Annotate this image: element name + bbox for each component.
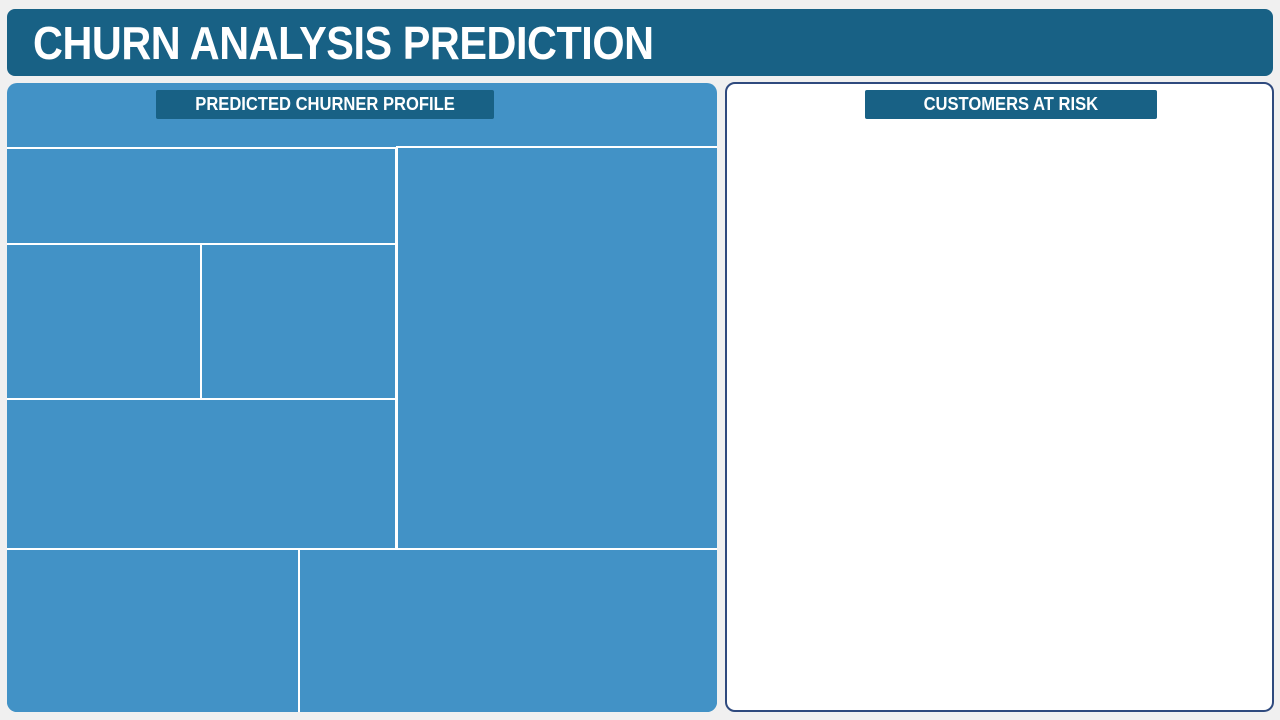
profile-tile-top-left[interactable]	[7, 147, 397, 247]
customers-at-risk-panel: CUSTOMERS AT RISK	[725, 82, 1274, 712]
predicted-churner-profile-panel: PREDICTED CHURNER PROFILE	[7, 83, 717, 712]
profile-tile-middle-center[interactable]	[200, 243, 397, 401]
predicted-churner-profile-label: PREDICTED CHURNER PROFILE	[156, 90, 494, 119]
customers-at-risk-label-text: CUSTOMERS AT RISK	[923, 94, 1099, 114]
customers-at-risk-label: CUSTOMERS AT RISK	[865, 90, 1157, 119]
profile-tile-right-large[interactable]	[396, 146, 717, 551]
profile-tile-bottom-right[interactable]	[298, 548, 717, 712]
profile-tile-bottom-left[interactable]	[7, 548, 301, 712]
header-bar: CHURN ANALYSIS PREDICTION	[7, 9, 1273, 76]
profile-tile-middle-left[interactable]	[7, 243, 203, 401]
profile-tile-lower-wide[interactable]	[7, 398, 397, 551]
predicted-churner-profile-label-text: PREDICTED CHURNER PROFILE	[195, 94, 455, 114]
page-title: CHURN ANALYSIS PREDICTION	[33, 17, 654, 69]
